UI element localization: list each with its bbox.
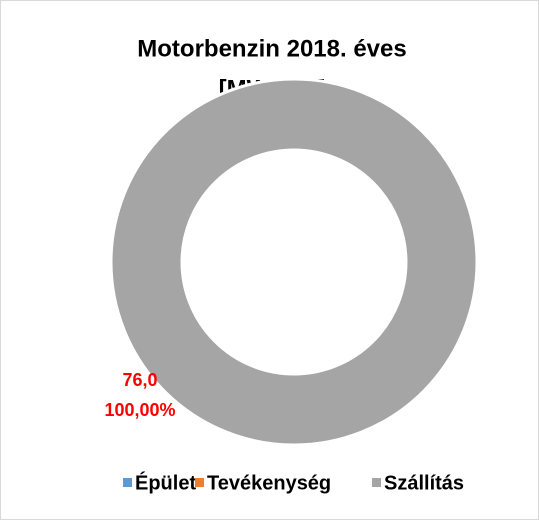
legend-swatch: [123, 478, 132, 487]
legend-label: Szállítás: [384, 472, 464, 494]
data-label: 100,00%: [104, 400, 175, 420]
legend-swatch: [372, 478, 381, 487]
chart-title: Motorbenzin 2018. éves: [137, 35, 406, 62]
legend-label: Tevékenység: [207, 472, 331, 494]
data-label: 76,0: [122, 370, 157, 390]
legend-swatch: [195, 478, 204, 487]
legend-label: Épület: [135, 471, 196, 494]
donut-segment: [109, 77, 479, 447]
